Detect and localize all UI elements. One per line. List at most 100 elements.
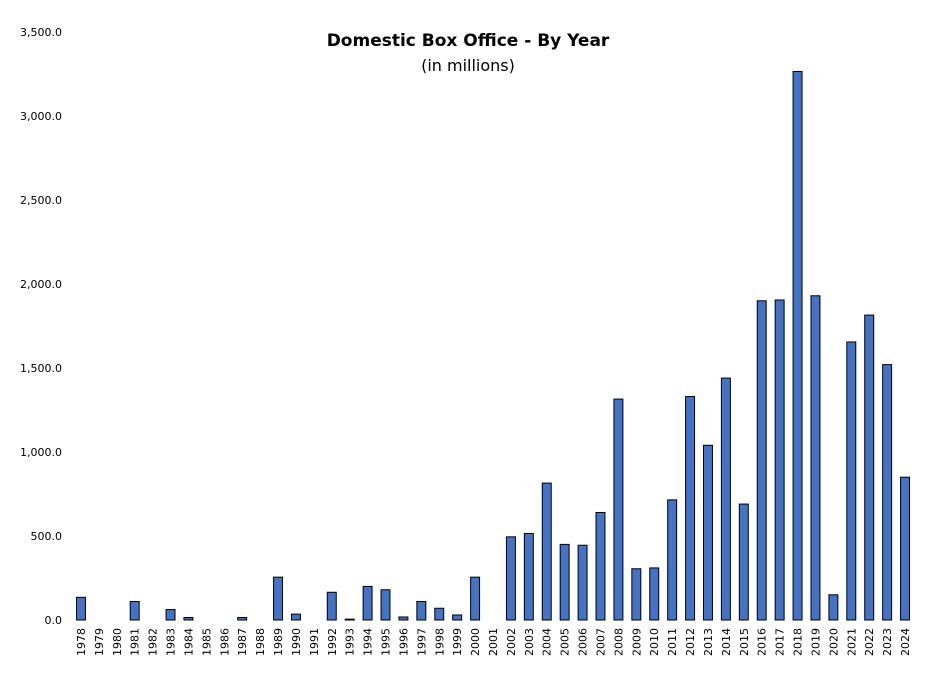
- x-tick-label: 2002: [505, 628, 518, 656]
- x-tick-label: 1992: [326, 628, 339, 656]
- x-tick-label: 1981: [129, 628, 142, 656]
- y-tick-label: 1,000.0: [20, 446, 62, 459]
- bar: [792, 70, 803, 621]
- x-tick-label: 2011: [666, 628, 679, 656]
- y-tick-label: 2,500.0: [20, 194, 62, 207]
- bar: [685, 396, 696, 621]
- bar: [595, 511, 606, 621]
- x-tick-label: 2006: [577, 628, 590, 656]
- bar: [720, 377, 731, 621]
- x-tick-label: 1979: [93, 628, 106, 656]
- x-tick-label: 2021: [845, 628, 858, 656]
- x-tick-label: 1987: [236, 628, 249, 656]
- x-tick-label: 2004: [541, 628, 554, 656]
- x-tick-label: 2023: [881, 628, 894, 656]
- bar: [380, 589, 391, 621]
- x-tick-label: 1982: [147, 628, 160, 656]
- bar: [810, 295, 821, 621]
- x-tick-label: 2012: [684, 628, 697, 656]
- chart-subtitle: (in millions): [421, 56, 515, 75]
- x-tick-label: 1993: [344, 628, 357, 656]
- x-tick-label: 2016: [756, 628, 769, 656]
- bar: [541, 482, 552, 621]
- x-tick-label: 2022: [863, 628, 876, 656]
- bar: [416, 601, 427, 621]
- y-tick-label: 2,000.0: [20, 278, 62, 291]
- bar: [613, 398, 624, 621]
- y-axis-ticks: 0.0 500.0 1,000.0 1,500.0 2,000.0 2,500.0 3,00…: [20, 26, 62, 627]
- x-tick-label: 2019: [809, 628, 822, 656]
- x-tick-label: 1988: [254, 628, 267, 656]
- x-tick-label: 1980: [111, 628, 124, 656]
- y-tick-label: 0.0: [45, 614, 63, 627]
- bar: [738, 503, 749, 621]
- bar: [846, 341, 857, 621]
- bar: [774, 299, 785, 621]
- bar: [631, 568, 642, 621]
- bar: [703, 444, 713, 621]
- x-tick-label: 2020: [827, 628, 840, 656]
- bar: [75, 596, 86, 621]
- bar: [864, 314, 875, 621]
- bar: [362, 585, 373, 621]
- bar: [398, 616, 409, 621]
- x-tick-label: 2015: [738, 628, 751, 656]
- x-tick-label: 1999: [451, 628, 464, 656]
- bar: [290, 613, 301, 621]
- x-tick-label: 2003: [523, 628, 536, 656]
- x-tick-label: 1990: [290, 628, 303, 656]
- bars: [75, 70, 911, 621]
- x-tick-label: 2008: [612, 628, 625, 656]
- bar: [273, 576, 284, 621]
- bar: [523, 532, 534, 621]
- x-tick-label: 1978: [75, 628, 88, 656]
- x-axis-ticks: 1978 1979 1980 1981 1982 1983 1984 1985 1986 1987…: [75, 628, 912, 656]
- x-tick-label: 1984: [182, 628, 195, 656]
- bar: [667, 499, 678, 621]
- bar: [326, 591, 337, 621]
- bar: [577, 544, 588, 621]
- bar: [756, 300, 767, 621]
- bar: [828, 594, 839, 621]
- x-tick-label: 1995: [380, 628, 393, 656]
- bar: [129, 601, 140, 621]
- x-tick-label: 2001: [487, 628, 500, 656]
- x-tick-label: 2000: [469, 628, 482, 656]
- x-tick-label: 2018: [792, 628, 805, 656]
- chart-title: Domestic Box Office - By Year: [327, 31, 610, 51]
- x-tick-label: 2009: [630, 628, 643, 656]
- bar: [649, 567, 660, 621]
- y-tick-label: 3,500.0: [20, 26, 62, 39]
- bar: [452, 614, 463, 621]
- x-tick-label: 1994: [362, 628, 375, 656]
- bar: [183, 616, 194, 621]
- y-tick-label: 1,500.0: [20, 362, 62, 375]
- x-tick-label: 2013: [702, 628, 715, 656]
- bar: [470, 576, 481, 621]
- x-tick-label: 1998: [433, 628, 446, 656]
- x-tick-label: 2007: [594, 628, 607, 656]
- x-tick-label: 1991: [308, 628, 321, 656]
- x-tick-label: 2017: [774, 628, 787, 656]
- bar: [505, 536, 516, 621]
- bar: [434, 607, 445, 621]
- bar: [900, 476, 911, 621]
- x-tick-label: 2005: [559, 628, 572, 656]
- x-tick-label: 1985: [200, 628, 213, 656]
- x-tick-label: 1983: [165, 628, 178, 656]
- bar: [344, 618, 355, 621]
- x-tick-label: 1997: [415, 628, 428, 656]
- y-tick-label: 500.0: [31, 530, 63, 543]
- x-tick-label: 2014: [720, 628, 733, 656]
- x-tick-label: 2010: [648, 628, 661, 656]
- bar: [165, 609, 176, 621]
- x-tick-label: 2024: [899, 628, 912, 656]
- x-tick-label: 1996: [397, 628, 410, 656]
- x-tick-label: 1989: [272, 628, 285, 656]
- bar: [559, 543, 570, 621]
- bar: [882, 364, 893, 621]
- x-tick-label: 1986: [218, 628, 231, 656]
- bar: [237, 616, 248, 621]
- y-tick-label: 3,000.0: [20, 110, 62, 123]
